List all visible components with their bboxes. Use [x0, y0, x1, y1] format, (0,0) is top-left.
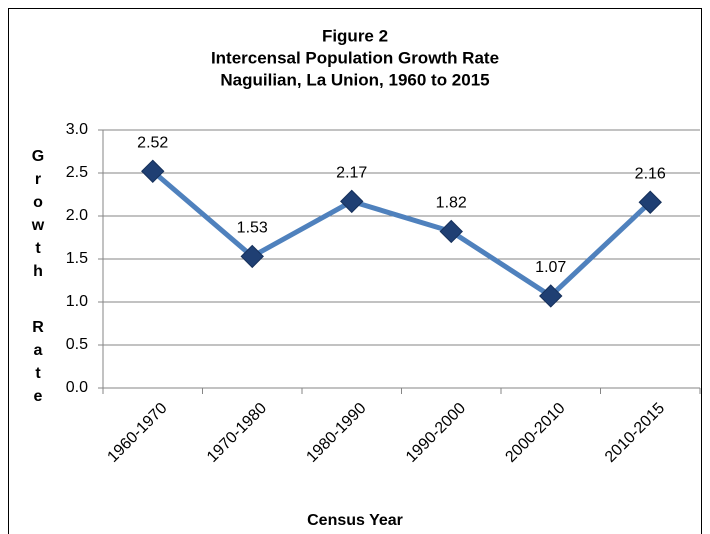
y-tick-label: 3.0	[66, 121, 88, 138]
marker	[340, 189, 364, 214]
data-label: 1.07	[535, 259, 566, 276]
y-tick-label: 2.5	[66, 164, 88, 181]
data-label: 1.53	[237, 220, 268, 237]
y-tick-label: 1.0	[66, 293, 88, 310]
chart-frame	[8, 8, 702, 534]
chart-title: Naguilian, La Union, 1960 to 2015	[220, 70, 489, 89]
chart-title: Figure 2	[322, 26, 388, 45]
marker	[638, 190, 662, 214]
marker	[539, 284, 563, 308]
y-tick-label: 1.5	[66, 250, 88, 267]
marker	[439, 219, 463, 244]
marker	[141, 159, 165, 183]
data-label: 2.17	[336, 165, 367, 182]
line	[151, 169, 652, 299]
marker	[240, 244, 264, 269]
y-tick-label: 0.5	[66, 336, 88, 353]
y-tick-label: 0.0	[66, 379, 88, 396]
data-label: 2.16	[635, 165, 666, 182]
chart-title: Intercensal Population Growth Rate	[211, 48, 499, 67]
x-axis-label: Census Year	[307, 512, 403, 529]
y-tick-label: 2.0	[66, 207, 88, 224]
data-label: 2.52	[137, 134, 168, 151]
data-label: 1.82	[436, 195, 467, 212]
